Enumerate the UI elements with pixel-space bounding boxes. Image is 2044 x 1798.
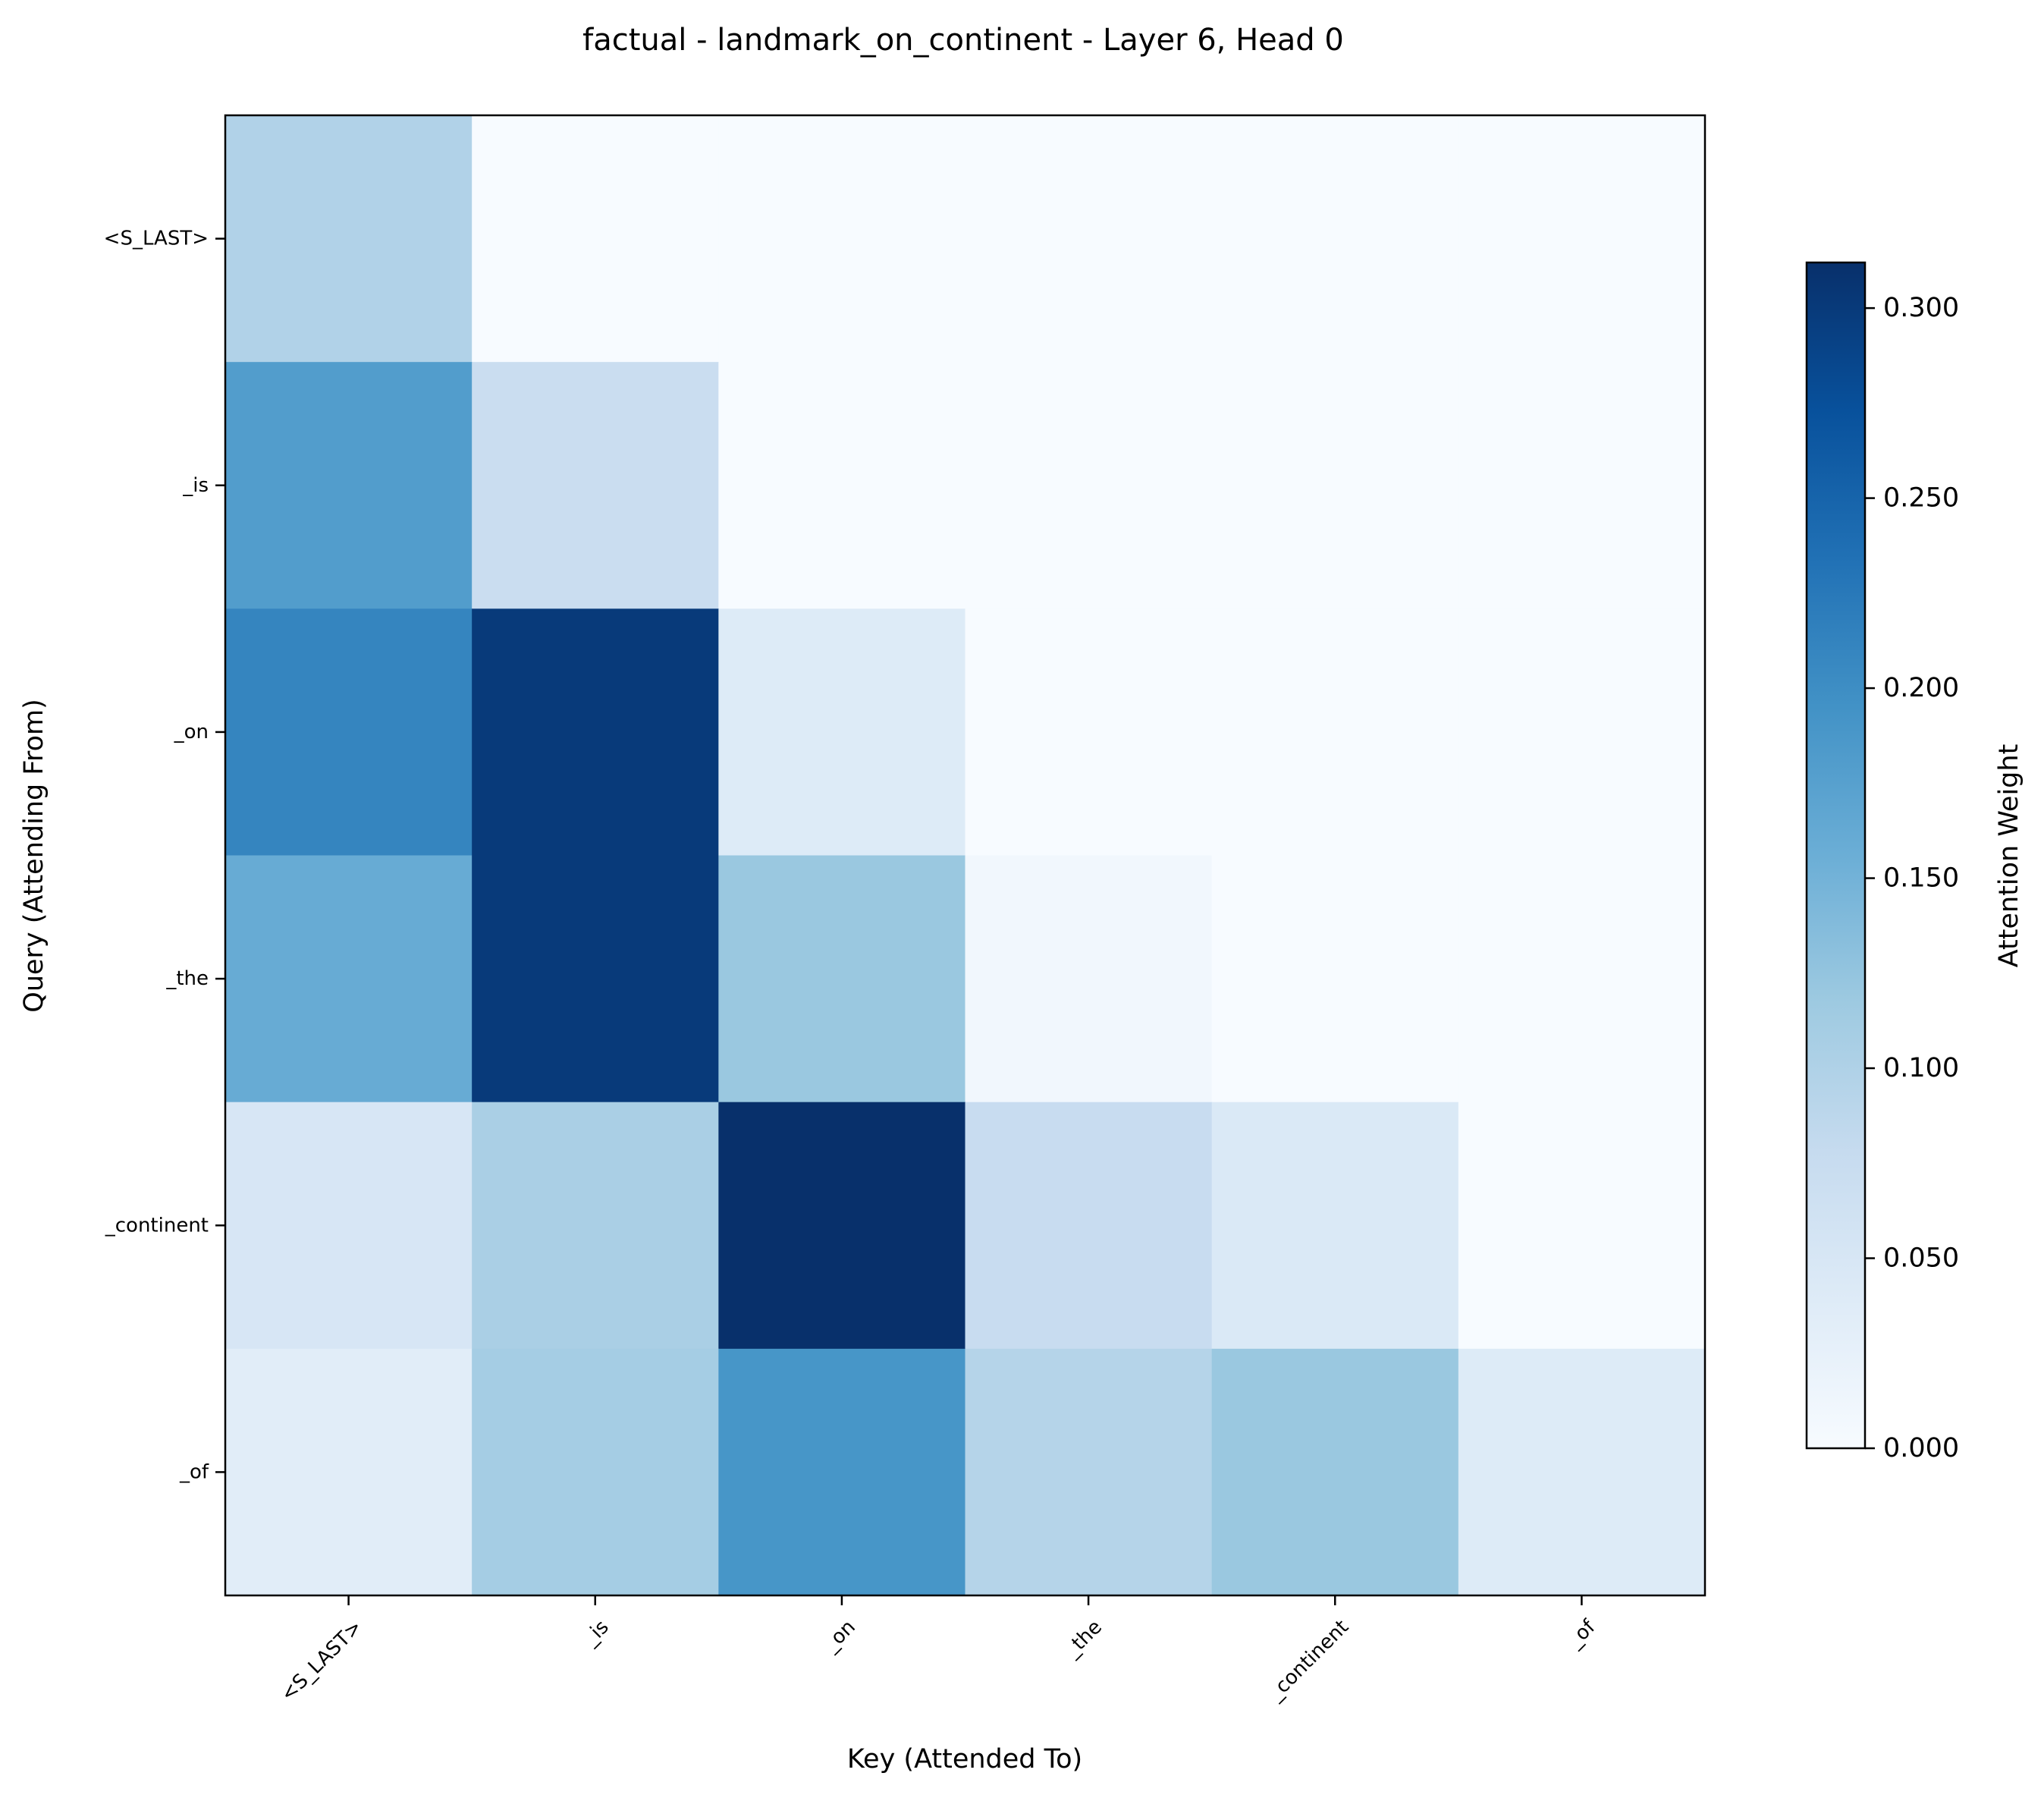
x-tick-label: _of [1563,1615,1600,1652]
colorbar-tick-label: 0.200 [1883,673,1959,703]
heatmap-cell [225,362,473,609]
y-axis-ticks: <S_LAST> _is _on _the _continent _of [104,228,225,1483]
y-tick-label: <S_LAST> [104,228,209,250]
heatmap-cell [1458,855,1706,1103]
heatmap-cell [965,362,1213,609]
heatmap-cell [1211,1348,1459,1596]
plot-frame [224,114,1706,1597]
heatmap-cell [1458,362,1706,609]
x-axis-ticks: <S_LAST> _is _on _the _continent _of [277,1595,1600,1706]
heatmap-cell [1211,362,1459,609]
heatmap-cell [1458,115,1706,363]
colorbar [1805,261,1867,1450]
heatmap-cell [225,1348,473,1596]
heatmap-cell [1211,115,1459,363]
heatmap-cell [472,1102,719,1350]
y-tick-label: _on [174,721,209,743]
colorbar-tick-label: 0.100 [1883,1053,1959,1083]
heatmap-cell [472,362,719,609]
heatmap-cell [1211,855,1459,1103]
heatmap-cell [225,115,473,363]
heatmap-cell [965,1102,1213,1350]
heatmap-cell [718,115,966,363]
heatmap-cell [225,608,473,857]
heatmap-cell [718,1348,966,1596]
heatmap-cell [472,115,719,363]
heatmap-cell [965,1348,1213,1596]
colorbar-ticks: 0.000 0.050 0.100 0.150 0.200 0.250 0.300 [1865,293,1959,1463]
heatmap-cell [472,608,719,857]
heatmap-cell [1458,608,1706,857]
y-tick-label: _is [182,474,209,497]
x-tick-label: _on [819,1616,860,1657]
heatmap-cell [225,1102,473,1350]
colorbar-tick-label: 0.250 [1883,483,1959,514]
y-tick-label: _continent [105,1214,209,1237]
heatmap-cell [718,1102,966,1350]
x-axis-label: Key (Attended To) [847,1744,1082,1774]
heatmap-cell [718,362,966,609]
heatmap-cell [965,855,1213,1103]
heatmap-cell [965,115,1213,363]
y-tick-label: _of [179,1460,209,1483]
heatmap-cell [472,1348,719,1596]
colorbar-tick-label: 0.050 [1883,1243,1959,1274]
x-tick-label: <S_LAST> [277,1616,367,1706]
heatmap-cell [965,608,1213,857]
heatmap-cell [1211,1102,1459,1350]
heatmap-cell [472,855,719,1103]
colorbar-label: Attention Weight [1994,744,2024,968]
heatmap-cell [1458,1102,1706,1350]
x-tick-label: _is [579,1616,614,1651]
heatmap-cell [1458,1348,1706,1596]
heatmap-cell [718,855,966,1103]
y-axis-label: Query (Attending From) [19,699,49,1012]
colorbar-tick-label: 0.150 [1883,863,1959,894]
x-tick-label: _continent [1264,1616,1353,1705]
heatmap-cell [225,855,473,1103]
colorbar-tick-label: 0.000 [1883,1433,1959,1463]
heatmap-cells [225,115,1706,1596]
heatmap-cell [1211,608,1459,857]
y-tick-label: _the [165,967,209,990]
x-tick-label: _the [1060,1616,1107,1662]
heatmap-cell [718,608,966,857]
chart-title: factual - landmark_on_continent - Layer … [582,23,1344,58]
colorbar-tick-label: 0.300 [1883,293,1959,323]
